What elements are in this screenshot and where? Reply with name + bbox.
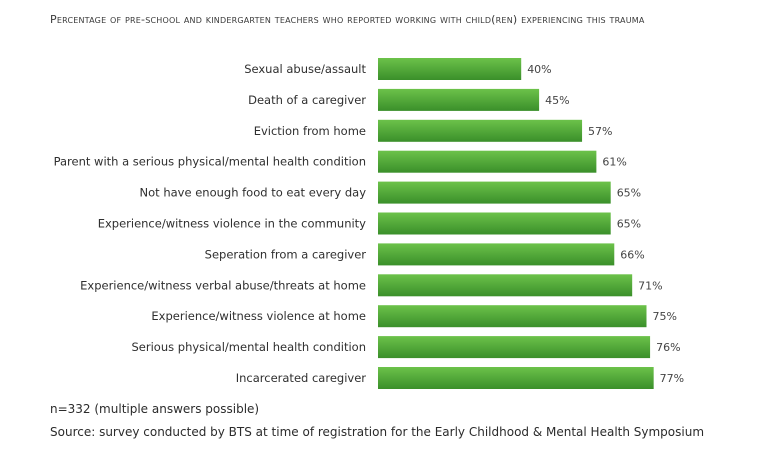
value-label: 65% [617,187,641,200]
value-label: 40% [527,63,551,76]
category-label: Sexual abuse/assault [244,62,366,76]
bar [378,181,611,204]
bar [378,336,651,359]
bar [378,212,611,235]
value-label: 66% [620,248,644,261]
bar [378,367,654,389]
chart-title: Percentage of pre-school and kindergarte… [50,13,645,26]
category-label: Parent with a serious physical/mental he… [54,155,366,169]
source-note: Source: survey conducted by BTS at time … [50,425,705,439]
category-label: Eviction from home [254,124,366,138]
bar [378,274,633,297]
category-label: Not have enough food to eat every day [140,186,367,200]
category-label: Seperation from a caregiver [205,247,367,261]
bar [378,58,522,80]
bar [378,88,540,111]
bar [378,150,597,173]
category-label: Serious physical/mental health condition [132,340,367,354]
value-label: 61% [602,156,626,169]
category-label: Death of a caregiver [248,93,366,107]
bar [378,243,615,266]
value-label: 71% [638,279,662,292]
category-label: Incarcerated caregiver [236,371,367,385]
category-label: Experience/witness violence in the commu… [98,217,366,231]
value-label: 45% [545,94,569,107]
category-label: Experience/witness violence at home [151,309,366,323]
bar [378,119,583,142]
value-label: 75% [653,310,677,323]
value-label: 65% [617,218,641,231]
value-label: 76% [656,341,680,354]
category-label: Experience/witness verbal abuse/threats … [80,278,366,292]
value-label: 57% [588,125,612,138]
bar [378,305,647,328]
value-label: 77% [660,372,684,385]
sample-size-note: n=332 (multiple answers possible) [50,402,260,416]
